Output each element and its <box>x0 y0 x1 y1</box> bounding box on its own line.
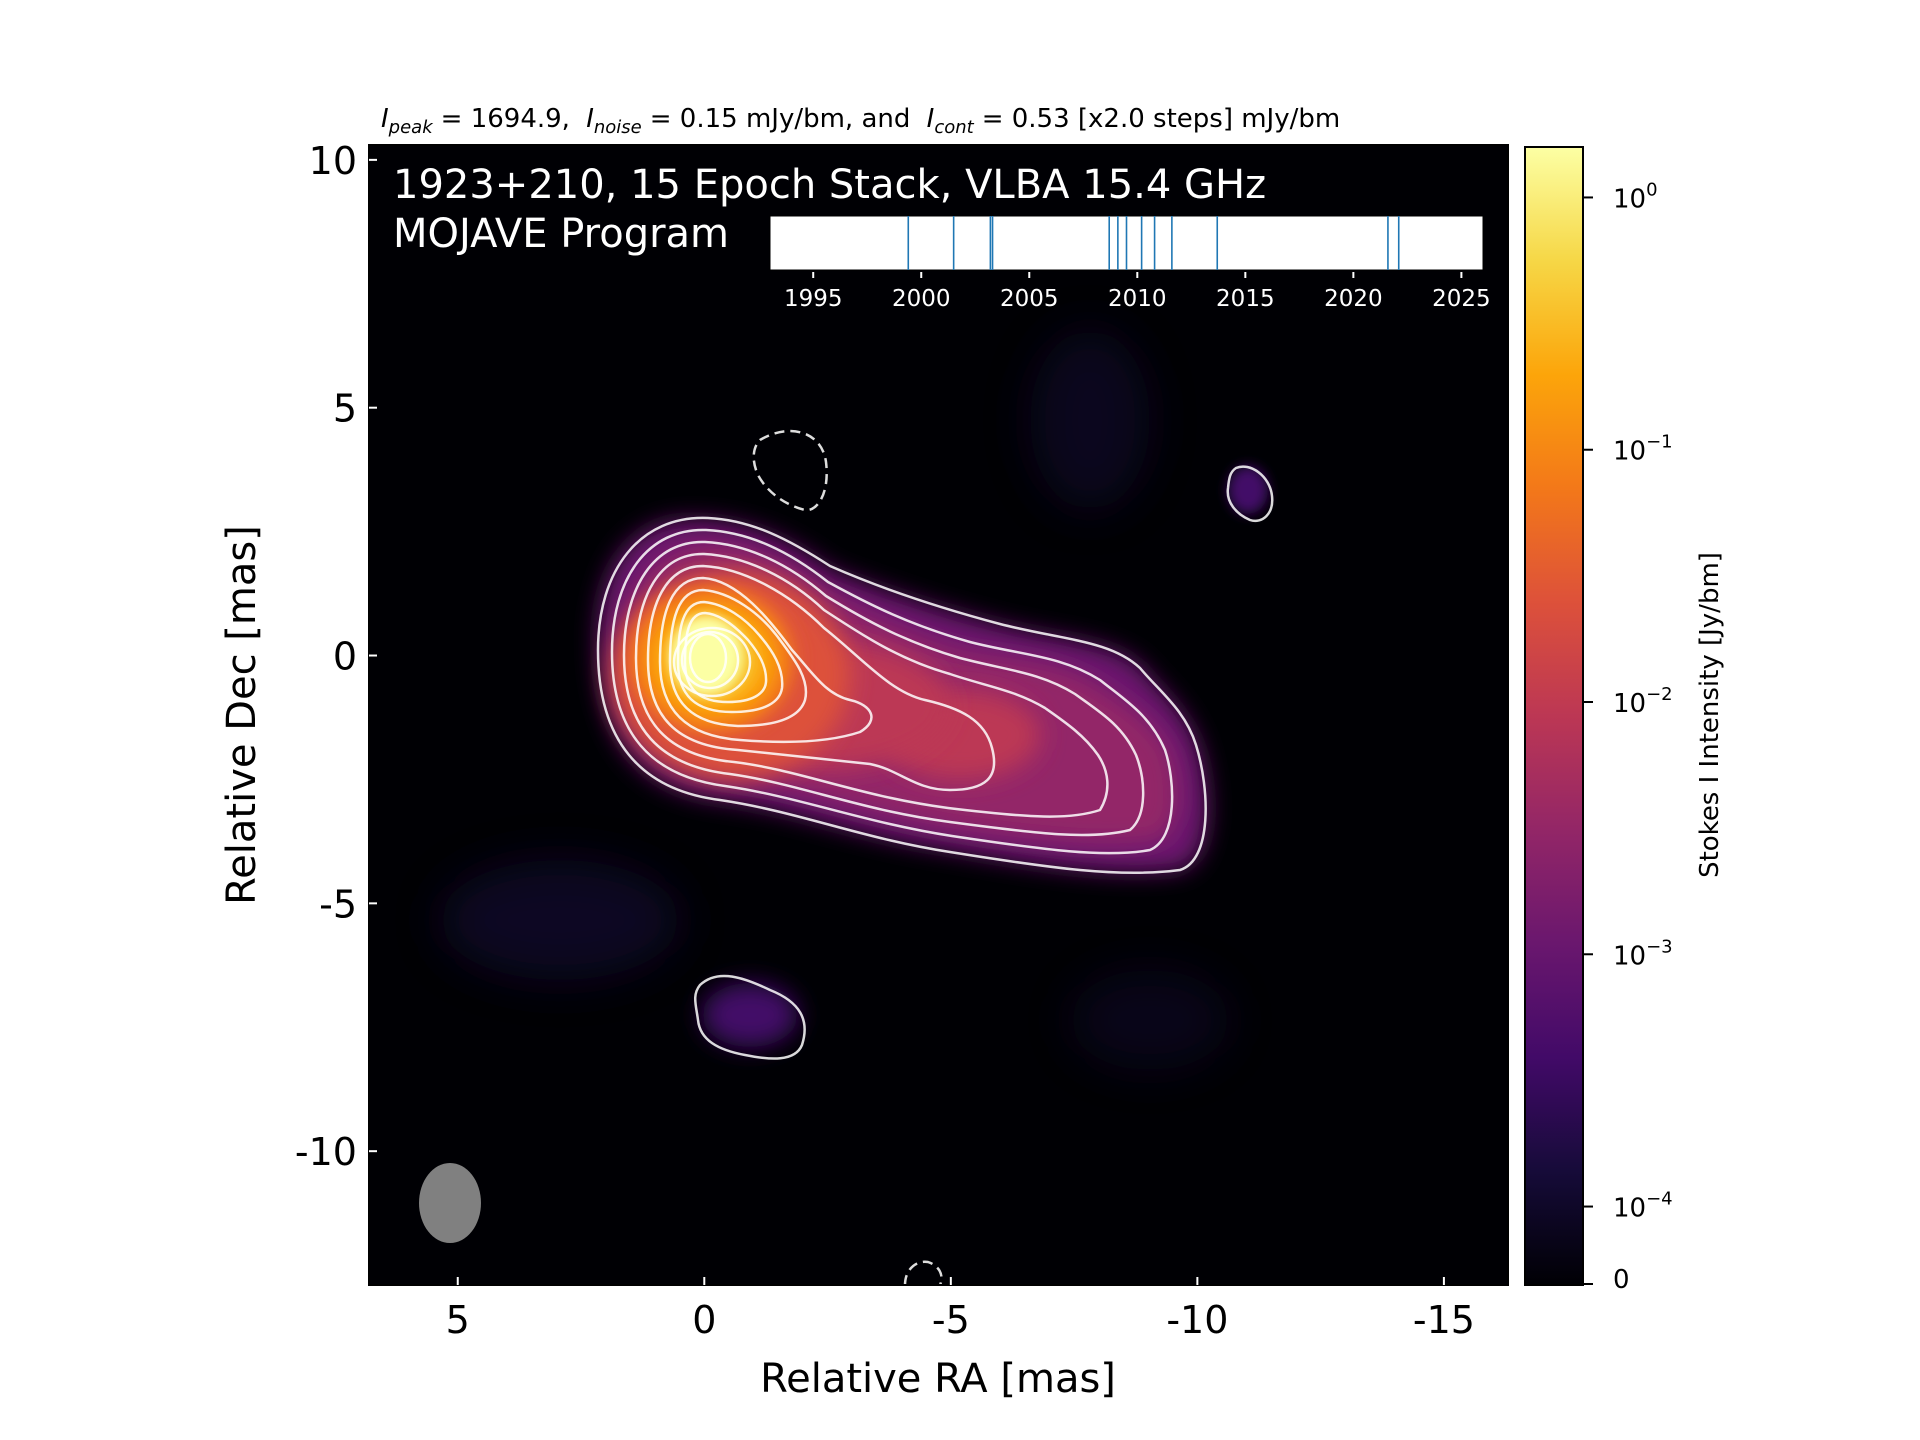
x-axis-ticks: 5 0 -5 -10 -15 <box>446 1277 1475 1342</box>
contour-level-5 <box>646 564 996 792</box>
epoch-tick-label: 2025 <box>1432 286 1491 312</box>
image-frame <box>368 144 1509 1286</box>
colorbar-label: Stokes I Intensity [Jy/bm] <box>1695 552 1725 878</box>
contour-level-3 <box>622 540 1145 837</box>
x-tick-label: 5 <box>446 1298 470 1342</box>
y-tick-label: 0 <box>333 635 357 679</box>
epoch-tick-label: 2010 <box>1108 286 1167 312</box>
image-panel: 1923+210, 15 Epoch Stack, VLBA 15.4 GHz … <box>368 144 1509 1286</box>
colorbar-zero-label: 0 <box>1613 1265 1630 1295</box>
image-title-line1: 1923+210, 15 Epoch Stack, VLBA 15.4 GHz <box>393 162 1266 208</box>
y-axis-ticks: 10 5 0 -5 -10 <box>295 139 377 1174</box>
x-tick-label: -5 <box>932 1298 970 1342</box>
contour-level-11 <box>680 630 740 690</box>
x-axis-label: Relative RA [mas] <box>760 1356 1116 1402</box>
contours <box>596 465 1274 1060</box>
beam-ellipse <box>419 1163 481 1243</box>
x-tick-label: -15 <box>1413 1298 1475 1342</box>
contour-level-7 <box>668 588 808 728</box>
stats-title: Ipeak = 1694.9, Inoise = 0.15 mJy/bm, and … <box>381 104 1340 138</box>
negative-contours <box>752 429 943 1285</box>
contour-level-12 <box>688 632 728 684</box>
x-tick-label: 0 <box>692 1298 716 1342</box>
contour-level-10 <box>672 626 752 698</box>
colorbar-tick-label: 100 <box>1613 179 1658 214</box>
epoch-tick-label: 1995 <box>784 286 843 312</box>
contour-level-4 <box>634 552 1109 818</box>
epoch-lines <box>907 216 1400 270</box>
contour-blob-south <box>694 974 806 1060</box>
negative-contour <box>903 1260 943 1285</box>
colorbar-ticks: 100 10−1 10−2 10−3 10−4 0 <box>1583 179 1673 1295</box>
epoch-tick-label: 2020 <box>1324 286 1383 312</box>
negative-contour <box>752 429 828 512</box>
emission-blob-south <box>702 983 798 1047</box>
y-tick-label: 10 <box>309 139 357 183</box>
contour-blob-northwest <box>1226 465 1274 523</box>
colorbar-tick-label: 10−1 <box>1613 432 1673 467</box>
faint-emission <box>1030 330 1150 510</box>
colorbar-tick-label: 10−4 <box>1613 1189 1673 1224</box>
epoch-tick-label: 2015 <box>1216 286 1275 312</box>
colorbar-gradient <box>1524 146 1584 1286</box>
contour-level-2 <box>610 528 1174 855</box>
intensity-map <box>419 330 1274 1285</box>
faint-emission <box>440 860 680 980</box>
y-tick-label: -10 <box>295 1130 357 1174</box>
epoch-tick-label: 2000 <box>892 286 951 312</box>
y-tick-label: 5 <box>333 387 357 431</box>
contour-level-9 <box>683 611 768 704</box>
colorbar-tick-label: 10−2 <box>1613 684 1673 719</box>
y-tick-label: -5 <box>319 882 357 926</box>
colorbar-tick-label: 10−3 <box>1613 936 1673 971</box>
emission-blob-northwest <box>1228 466 1268 514</box>
image-title-line2: MOJAVE Program <box>393 211 729 257</box>
colorbar: 100 10−1 10−2 10−3 10−4 0 Stokes I Intensity … <box>1524 146 1725 1295</box>
x-tick-label: -10 <box>1166 1298 1228 1342</box>
epoch-tick-label: 2005 <box>1000 286 1059 312</box>
epoch-axis-ticks: 1995 2000 2005 2010 2015 2020 2025 <box>784 272 1491 312</box>
y-axis-label: Relative Dec [mas] <box>219 525 265 905</box>
faint-emission <box>1070 970 1230 1070</box>
contour-level-6 <box>658 576 873 744</box>
epoch-inset: 1995 2000 2005 2010 2015 2020 2025 <box>769 215 1491 312</box>
contour-level-1 <box>596 516 1207 875</box>
